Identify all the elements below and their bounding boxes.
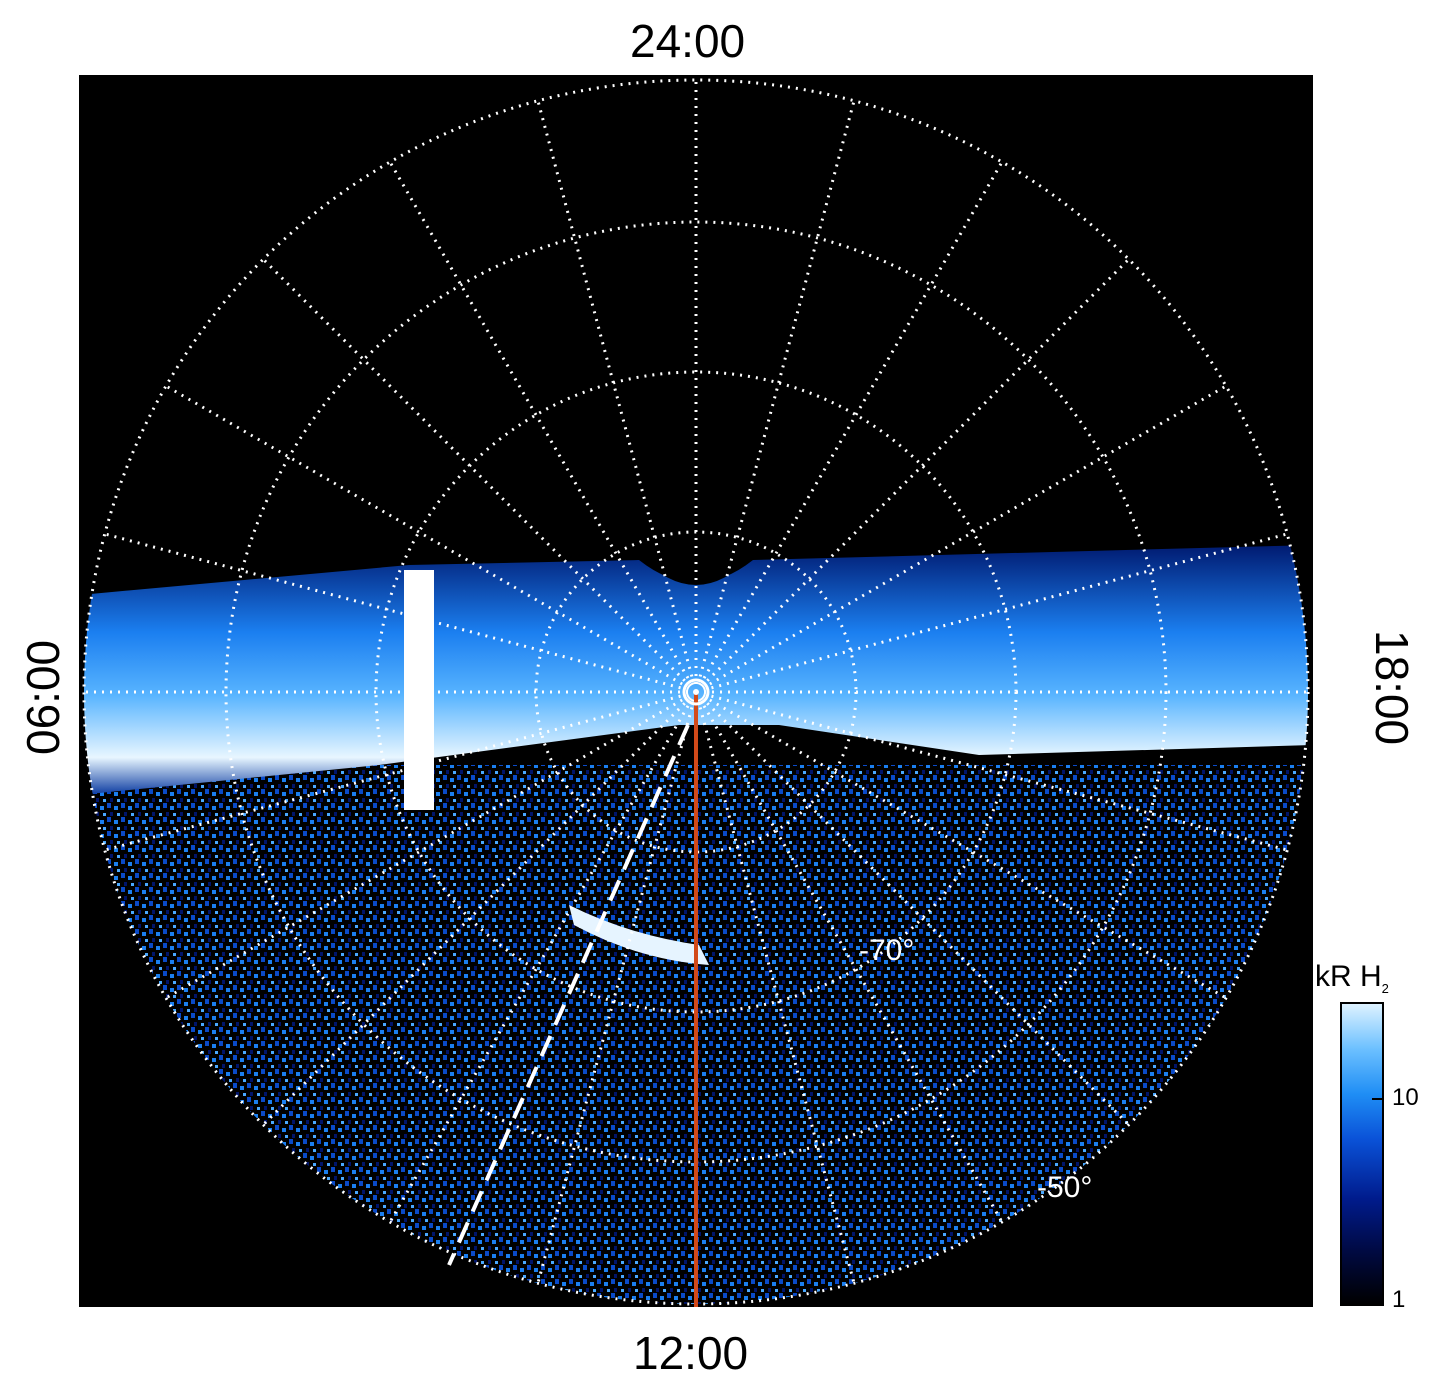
colorbar <box>1340 1002 1384 1306</box>
latitude-label-70: -70° <box>859 934 914 967</box>
colorbar-major-tick <box>1372 1098 1384 1100</box>
bright-emission-streak <box>404 570 434 810</box>
local-time-label-left: 06:00 <box>17 639 69 755</box>
polar-projection-svg: -70° -50° <box>82 78 1310 1307</box>
auroral-emission-band <box>84 545 1308 795</box>
bright-emission-arc <box>569 905 709 965</box>
dashed-reference-line <box>447 724 690 1266</box>
colorbar-tick-10: 10 <box>1392 1084 1419 1111</box>
local-time-label-bottom: 12:00 <box>633 1327 749 1379</box>
local-time-label-right: 18:00 <box>1366 630 1418 746</box>
colorbar-title: kR H2 <box>1315 960 1389 996</box>
latitude-label-50: -50° <box>1037 1171 1092 1204</box>
longitude-grid <box>84 80 1308 1284</box>
pole-marker-icon <box>682 678 710 706</box>
colorbar-tick-1: 1 <box>1392 1286 1406 1313</box>
local-time-label-top: 24:00 <box>630 15 746 67</box>
polar-projection-plot: -70° -50° <box>79 75 1313 1307</box>
